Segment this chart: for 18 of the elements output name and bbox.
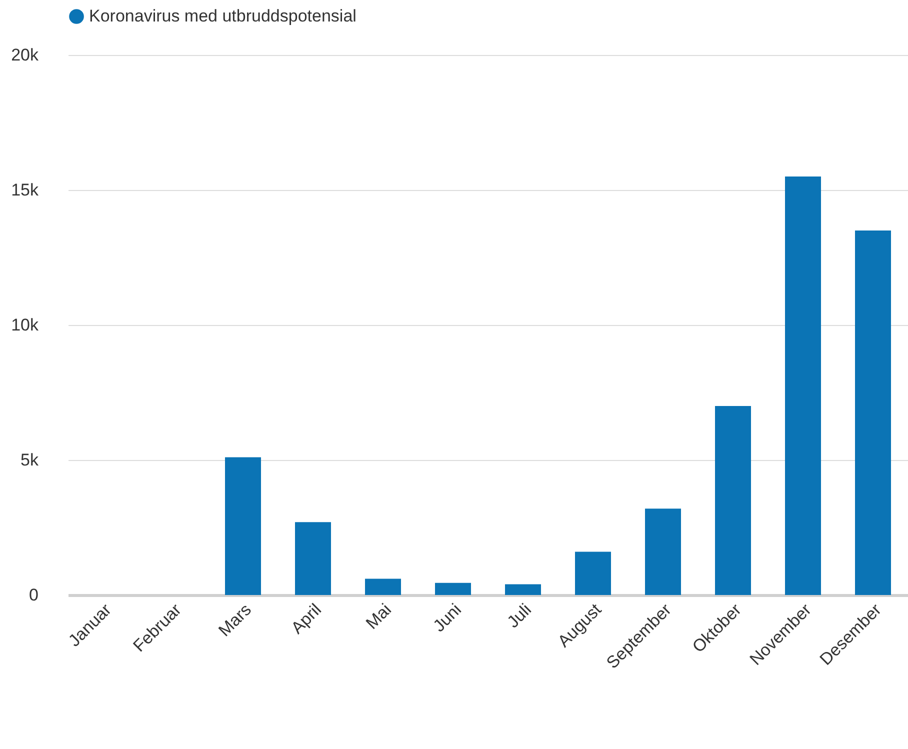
y-tick-label: 20k bbox=[11, 46, 39, 64]
legend-label: Koronavirus med utbruddspotensial bbox=[89, 6, 356, 26]
x-tick-label: Mai bbox=[362, 600, 396, 633]
bar bbox=[855, 230, 891, 595]
bar bbox=[715, 406, 751, 595]
bar bbox=[295, 522, 331, 595]
bar bbox=[785, 176, 821, 595]
bar bbox=[435, 582, 471, 595]
x-tick-label: Juli bbox=[504, 600, 536, 632]
bar bbox=[365, 578, 401, 595]
y-tick-label: 10k bbox=[11, 316, 39, 334]
bar bbox=[575, 552, 611, 595]
y-tick-label: 0 bbox=[29, 586, 38, 604]
y-tick-label: 5k bbox=[20, 450, 39, 470]
bar bbox=[505, 584, 541, 595]
y-tick-label: 15k bbox=[11, 180, 39, 200]
bar bbox=[225, 457, 261, 595]
bar bbox=[645, 508, 681, 595]
